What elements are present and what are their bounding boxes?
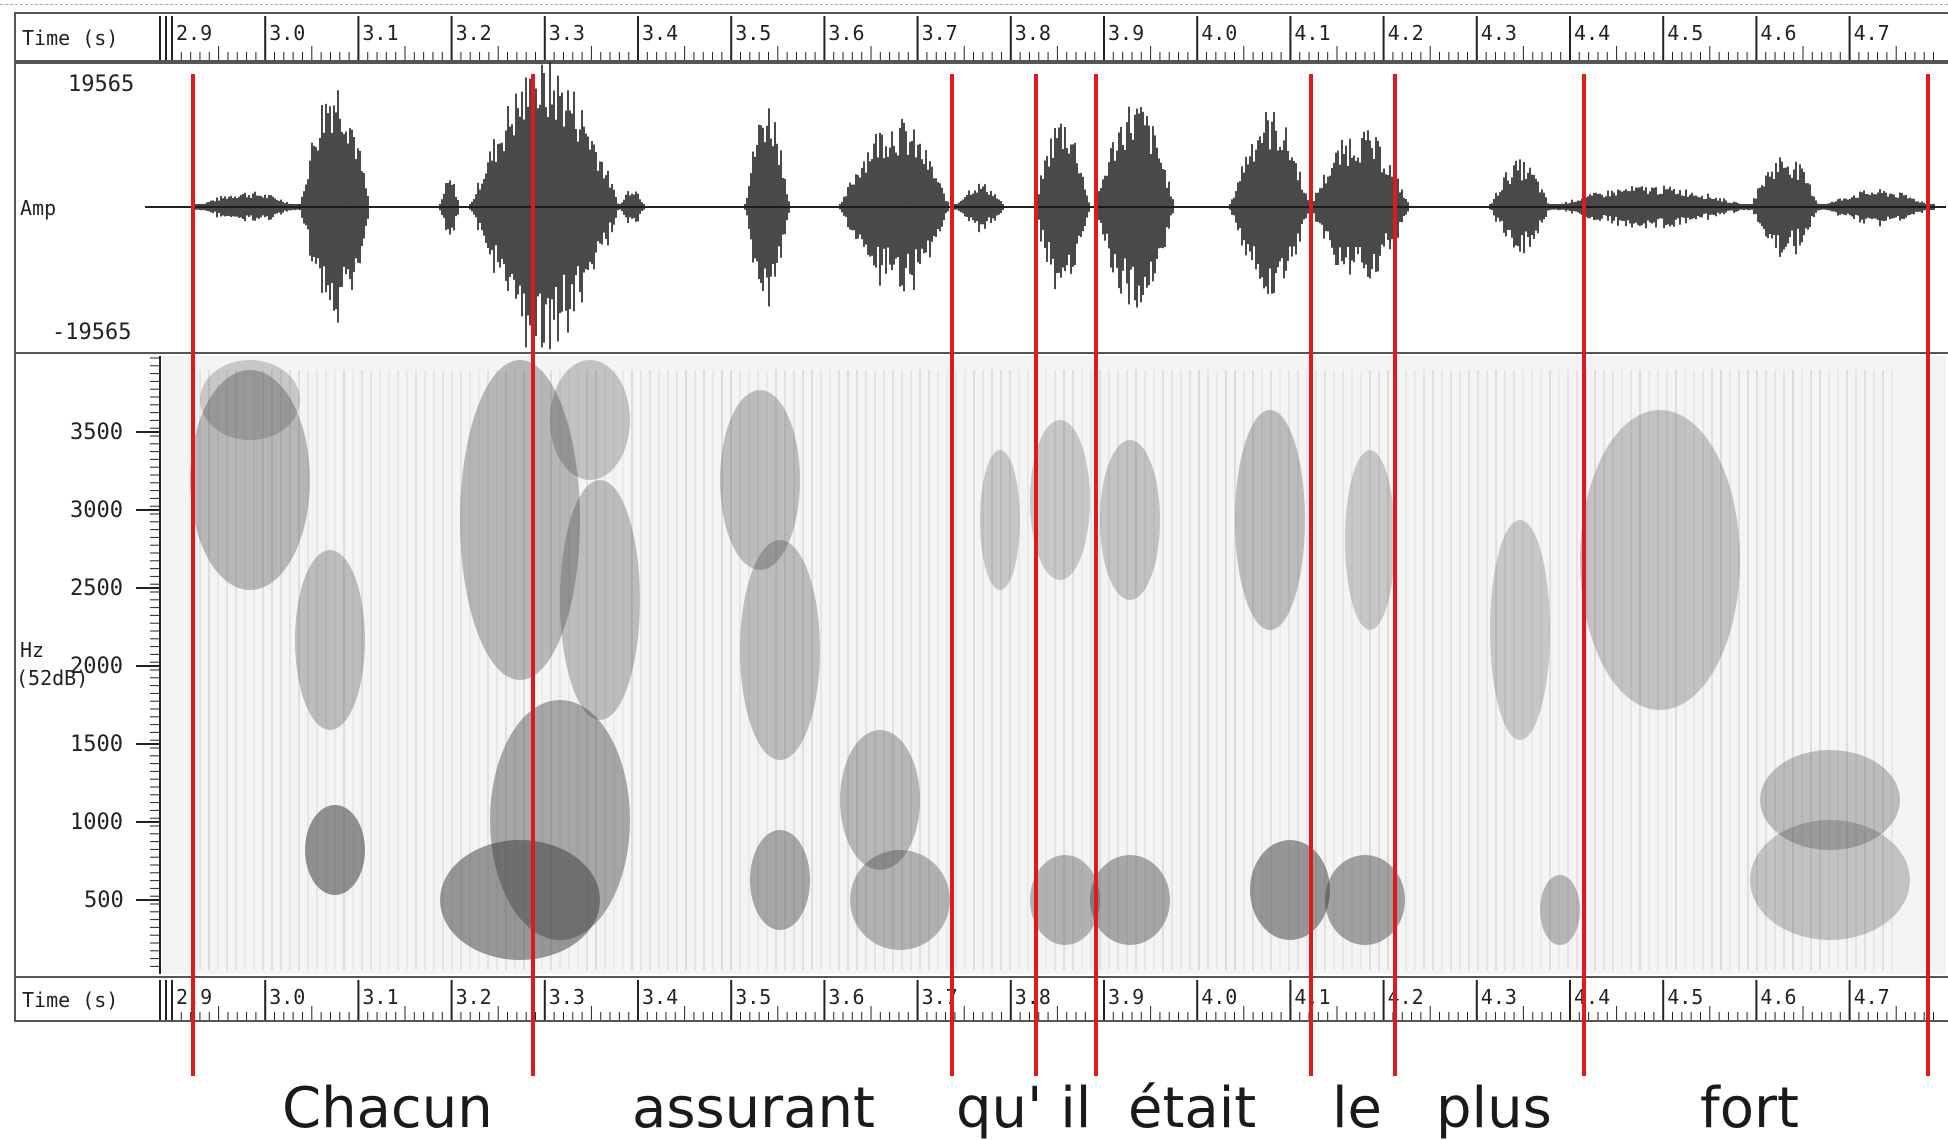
amp-min-label: -19565 [52,320,132,345]
time-ruler-top-tick-label: 3.1 [362,21,398,45]
spectrogram-energy [1235,410,1305,630]
time-ruler-bottom-tick-label: 4.4 [1574,985,1610,1009]
db-label: (52dB) [16,666,89,690]
amp-max-label: 19565 [68,72,135,97]
spectrogram-energy [1490,520,1550,740]
spectrogram-energy [850,850,950,950]
spectrogram-energy [1030,855,1100,945]
word-label: fort [1700,1076,1799,1140]
spectrogram-energy [750,830,810,930]
time-ruler-top-tick-label: 3.9 [1108,21,1144,45]
spectrogram-energy [1100,440,1160,600]
time-ruler-top-tick-label: 2.9 [176,21,212,45]
time-ruler-top-tick-label: 4.1 [1294,21,1330,45]
spectrogram-energy [1750,820,1910,940]
time-ruler-top-tick-label: 3.7 [922,21,958,45]
spectrogram-energy [1760,750,1900,850]
freq-tick-label: 1000 [70,810,123,835]
time-ruler-bottom-tick-label: 3.9 [1108,985,1144,1009]
spectrogram-energy [460,360,580,680]
time-ruler-top-tick-label: 4.0 [1201,21,1237,45]
spectrogram-energy [1540,875,1580,945]
time-ruler-bottom-tick-label: 3.1 [362,985,398,1009]
freq-tick-label: 1500 [70,732,123,757]
spectrogram-energy [190,370,310,590]
spectrogram-energy [840,730,920,870]
word-label: le [1332,1076,1383,1140]
time-ruler-top-tick-label: 3.4 [642,21,678,45]
time-ruler-top-tick-label: 4.4 [1574,21,1610,45]
spectrogram-energy [720,390,800,570]
spectrogram-energy [1325,855,1405,945]
time-ruler-bottom-tick-label: 3.3 [549,985,585,1009]
word-label: Chacun [282,1076,493,1140]
time-ruler-top-tick-label: 4.7 [1854,21,1890,45]
word-label: plus [1436,1076,1552,1140]
time-ruler-bottom-tick-label: 3.0 [269,985,305,1009]
spectrogram-energy [1345,450,1395,630]
spectrogram-energy [560,480,640,720]
time-axis-label-top: Time (s) [22,26,119,50]
time-ruler-bottom-tick-label: 4.6 [1760,985,1796,1009]
top-divider [0,4,1948,5]
freq-tick-label: 500 [84,888,124,913]
time-ruler-top-tick-label: 4.5 [1667,21,1703,45]
word-label: était [1128,1076,1257,1140]
spectrogram-energy [440,840,600,960]
time-ruler-top-tick-label: 3.6 [828,21,864,45]
time-ruler-bottom-tick-label: 3.6 [828,985,864,1009]
spectrogram-energy [200,360,300,440]
time-ruler-bottom-tick-label: 3.4 [642,985,678,1009]
spectrogram-energy [305,805,365,895]
time-ruler-top-tick-label: 4.3 [1481,21,1517,45]
time-ruler-bottom-tick-label: 4.0 [1201,985,1237,1009]
time-ruler-top-tick-label: 3.5 [735,21,771,45]
freq-tick-label: 2000 [70,654,123,679]
time-ruler-bottom-tick-label: 4.3 [1481,985,1517,1009]
spectrogram-energy [295,550,365,730]
freq-axis-label: Hz [20,638,45,662]
spectrogram-energy [1030,420,1090,580]
time-ruler-bottom-tick-label: 3.5 [735,985,771,1009]
time-ruler-top-tick-label: 3.0 [269,21,305,45]
time-axis-label-bottom: Time (s) [22,988,119,1012]
time-ruler-top-tick-label: 3.8 [1015,21,1051,45]
time-ruler-bottom-tick-label: 3.2 [456,985,492,1009]
time-ruler-bottom-tick-label: 3.8 [1015,985,1051,1009]
spectrogram-energy [1580,410,1740,710]
time-ruler-bottom-tick-label: 4.7 [1854,985,1890,1009]
amp-label: Amp [20,196,57,220]
spectrogram-energy [1090,855,1170,945]
time-ruler-top-tick-label: 4.6 [1760,21,1796,45]
time-ruler-top-tick-label: 3.3 [549,21,585,45]
spectrogram-energy [550,360,630,480]
spectrogram-energy [740,540,820,760]
time-ruler-top-tick-label: 4.2 [1388,21,1424,45]
freq-tick-label: 2500 [70,576,123,601]
spectrogram-energy [980,450,1020,590]
time-ruler-bottom-tick-label: 4.5 [1667,985,1703,1009]
freq-tick-label: 3500 [70,420,123,445]
time-ruler-top-tick-label: 3.2 [456,21,492,45]
word-label: qu' il [956,1076,1092,1140]
freq-tick-label: 3000 [70,498,123,523]
word-label: assurant [632,1076,875,1140]
